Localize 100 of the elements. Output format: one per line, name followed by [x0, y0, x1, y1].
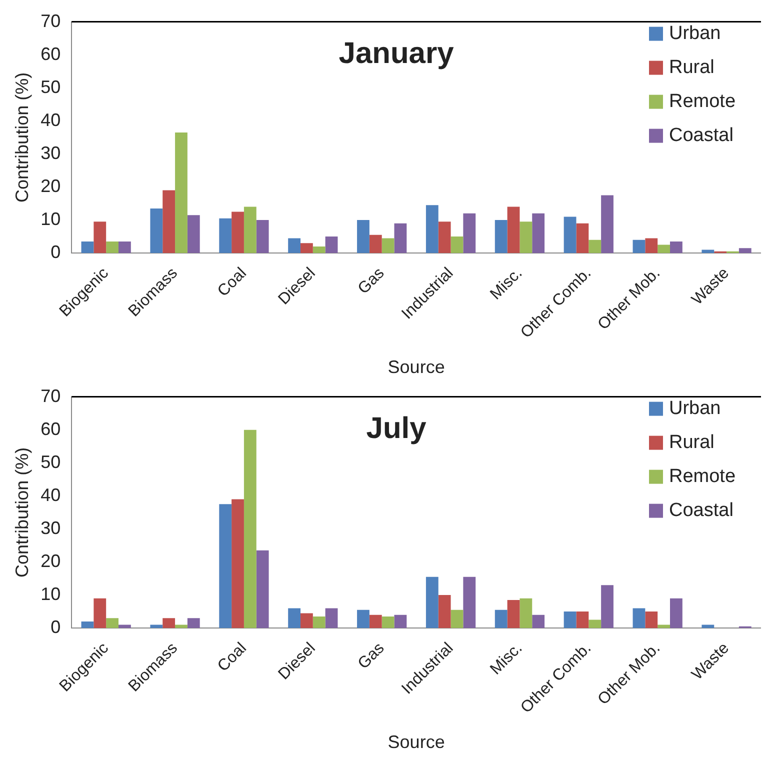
legend-label: Rural	[669, 57, 714, 78]
bar	[494, 610, 508, 628]
bar	[187, 618, 200, 628]
bar	[300, 613, 313, 628]
y-tick-label: 40	[40, 110, 61, 130]
bar	[94, 598, 106, 628]
text: January	[338, 37, 454, 70]
bar	[219, 504, 232, 628]
bar	[645, 612, 658, 628]
y-tick-label: 20	[40, 176, 61, 196]
bar	[394, 614, 407, 628]
x-tick-label: Misc.	[487, 264, 526, 304]
y-tick-label: 50	[40, 76, 61, 97]
bar	[288, 608, 300, 628]
bar	[632, 608, 646, 628]
x-tick-label: Gas	[355, 264, 388, 298]
bar	[632, 240, 646, 254]
bar	[532, 614, 545, 628]
legend-label: Coastal	[669, 125, 734, 146]
bar	[588, 240, 602, 254]
y-tick-label: 0	[50, 617, 61, 638]
y-axis-title: Contribution (%)	[12, 72, 32, 202]
legend-label: Remote	[669, 91, 736, 112]
bar	[175, 624, 188, 628]
bar	[520, 222, 532, 254]
bar	[438, 222, 451, 254]
legend-label: Rural	[669, 432, 714, 454]
bar	[507, 206, 520, 254]
bar	[658, 624, 670, 628]
bar	[244, 430, 256, 628]
bar	[369, 234, 382, 254]
bar	[150, 624, 163, 628]
legend-label: Urban	[669, 23, 721, 44]
bar	[382, 238, 394, 254]
text: July	[366, 412, 427, 446]
bar	[702, 624, 714, 628]
bar	[118, 242, 131, 254]
y-tick-label: 40	[40, 484, 61, 505]
bar	[162, 190, 176, 254]
bar	[426, 205, 438, 254]
y-tick-label: 10	[40, 208, 61, 229]
bar	[357, 220, 370, 254]
bar	[702, 250, 714, 254]
bar	[162, 618, 176, 628]
y-tick-label: 10	[40, 584, 61, 604]
bar	[520, 598, 532, 628]
y-tick-label: 60	[40, 44, 61, 64]
bar	[564, 612, 576, 628]
bar	[81, 242, 94, 254]
bar	[564, 216, 576, 254]
bar	[219, 218, 232, 254]
bar	[645, 238, 658, 254]
bar	[300, 243, 313, 254]
bar	[325, 608, 338, 628]
bar	[507, 600, 520, 628]
bar	[670, 598, 682, 628]
bar	[81, 621, 94, 628]
bar	[394, 223, 407, 254]
bar	[325, 236, 338, 254]
bar	[244, 206, 256, 254]
x-tick-label: Gas	[355, 640, 388, 673]
y-axis-title: Contribution (%)	[12, 447, 32, 578]
y-tick-label: 0	[50, 242, 61, 262]
y-tick-label: 30	[40, 518, 61, 538]
bar	[369, 614, 382, 628]
bar	[670, 242, 682, 254]
x-axis-title: Source	[388, 732, 445, 752]
bar	[494, 220, 508, 254]
x-axis-title: Source	[388, 357, 445, 378]
bar	[576, 612, 589, 628]
bar	[738, 248, 752, 254]
bar	[94, 222, 106, 254]
y-tick-label: 70	[40, 10, 61, 31]
bar	[187, 215, 200, 254]
bar	[232, 499, 244, 628]
bar	[382, 616, 394, 628]
bar	[588, 620, 602, 628]
bar	[312, 616, 326, 628]
bar	[658, 244, 670, 254]
bar	[601, 585, 614, 628]
bar	[175, 132, 188, 254]
bar	[426, 576, 438, 628]
legend-label: Coastal	[669, 500, 734, 522]
bar	[601, 195, 614, 254]
bar	[463, 576, 476, 628]
y-tick-label: 20	[40, 550, 61, 571]
bar	[357, 610, 370, 628]
bar	[576, 223, 589, 254]
legend-label: Urban	[669, 398, 721, 420]
bar	[450, 610, 464, 628]
y-tick-label: 50	[40, 452, 61, 472]
bar	[106, 242, 118, 254]
legend-label: Remote	[669, 466, 736, 488]
bar	[256, 550, 269, 628]
bar	[438, 595, 451, 628]
y-tick-label: 70	[40, 386, 61, 406]
bar	[150, 208, 163, 254]
y-tick-label: 60	[40, 418, 61, 439]
bar	[450, 236, 464, 254]
bar	[312, 246, 326, 254]
